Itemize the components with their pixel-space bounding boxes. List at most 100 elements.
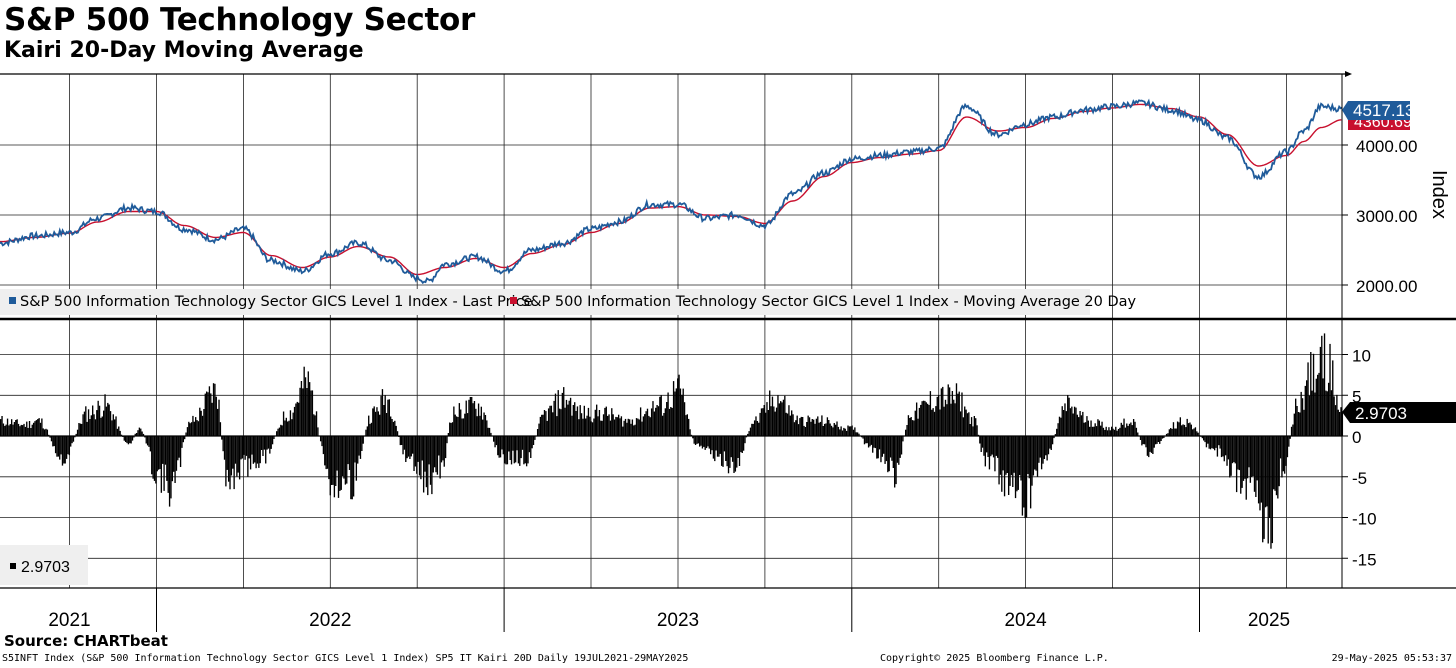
kairi-bar	[836, 421, 838, 436]
kairi-bar	[406, 436, 408, 459]
kairi-bar	[299, 387, 301, 436]
kairi-bar	[760, 408, 763, 436]
kairi-bar	[168, 436, 171, 507]
kairi-bar	[1035, 436, 1037, 471]
axis-arrow-icon	[1345, 71, 1352, 77]
kairi-bar	[229, 436, 231, 490]
kairi-bar	[137, 430, 139, 436]
kairi-bar	[1113, 429, 1116, 436]
kairi-bar	[116, 428, 119, 436]
kairi-bar	[602, 414, 605, 436]
legend-label-price: S&P 500 Information Technology Sector GI…	[20, 294, 533, 310]
kairi-bar	[939, 409, 941, 436]
kairi-bar	[738, 436, 741, 466]
kairi-bar	[984, 436, 986, 467]
kairi-bar	[1098, 420, 1100, 436]
kairi-bar	[182, 436, 184, 443]
kairi-bar	[498, 436, 500, 458]
kairi-bar	[284, 420, 286, 436]
kairi-bar	[796, 415, 798, 436]
kairi-bar	[1297, 412, 1300, 436]
kairi-bar	[31, 424, 33, 436]
kairi-bar	[884, 436, 886, 464]
legend-background	[0, 289, 1090, 315]
kairi-bar	[920, 404, 922, 436]
kairi-bar	[605, 406, 607, 436]
kairi-bar	[955, 383, 958, 436]
kairi-bar	[513, 436, 515, 464]
kairi-bar	[1325, 390, 1327, 436]
kairi-bar	[300, 381, 303, 436]
kairi-bar	[999, 436, 1002, 475]
kairi-bar	[1270, 436, 1272, 549]
kairi-bar	[1246, 436, 1249, 479]
kairi-bar	[140, 428, 142, 436]
kairi-bar	[1146, 436, 1149, 456]
kairi-bar	[620, 416, 623, 436]
lower-legend-swatch	[10, 563, 16, 569]
kairi-bar	[634, 424, 636, 436]
kairi-bar	[308, 382, 311, 436]
kairi-bar	[1205, 436, 1208, 448]
kairi-bar	[255, 436, 257, 469]
kairi-bar	[1131, 425, 1133, 436]
kairi-bar	[622, 426, 624, 436]
kairi-bar	[775, 407, 778, 436]
kairi-bar	[1212, 436, 1214, 449]
kairi-bar	[646, 408, 649, 436]
kairi-bar	[719, 436, 721, 454]
kairi-bar	[1164, 436, 1166, 437]
kairi-bar	[755, 416, 757, 436]
kairi-bar	[918, 407, 921, 436]
kairi-bar	[839, 429, 841, 436]
kairi-bar	[990, 436, 992, 457]
kairi-bar	[910, 417, 912, 436]
kairi-bar	[1042, 436, 1044, 464]
kairi-bar	[1032, 436, 1035, 476]
kairi-bar	[878, 436, 881, 450]
kairi-bar	[289, 410, 292, 436]
kairi-bar	[887, 436, 889, 473]
kairi-bar	[917, 418, 919, 436]
kairi-bar	[1058, 416, 1061, 436]
kairi-bar	[1045, 436, 1047, 456]
kairi-bar	[234, 436, 237, 464]
kairi-bar	[1277, 436, 1279, 499]
kairi-bar	[495, 436, 498, 446]
kairi-bar	[674, 391, 676, 436]
kairi-bar	[731, 436, 734, 462]
kairi-bar	[837, 426, 840, 436]
kairi-bar	[90, 415, 92, 436]
kairi-bar	[144, 436, 146, 438]
kairi-bar	[219, 422, 222, 436]
kairi-bar	[1314, 392, 1316, 436]
kairi-bar	[195, 417, 197, 436]
kairi-bar	[1018, 436, 1021, 476]
kairi-bar	[221, 436, 223, 440]
kairi-bar	[810, 421, 812, 436]
kairi-bar	[256, 436, 259, 464]
kairi-bar	[896, 436, 899, 463]
kairi-bar	[656, 405, 658, 436]
kairi-bar	[552, 412, 554, 436]
kairi-bar	[928, 405, 930, 436]
kairi-bar	[298, 402, 300, 436]
kairi-bar	[326, 436, 329, 469]
kairi-bar	[472, 403, 474, 436]
kairi-bar	[1156, 436, 1158, 444]
kairi-bar	[812, 419, 815, 436]
kairi-bar	[925, 402, 927, 436]
kairi-bar	[457, 417, 459, 436]
kairi-bar	[226, 436, 228, 470]
kairi-bar	[1171, 428, 1173, 436]
kairi-bar	[127, 436, 130, 445]
kairi-bar	[1089, 426, 1091, 436]
kairi-bar	[273, 436, 275, 439]
kairi-bar	[1233, 436, 1235, 463]
kairi-bar	[1316, 374, 1319, 436]
kairi-bar	[1222, 436, 1224, 457]
kairi-bar	[655, 407, 657, 436]
kairi-bar	[1148, 436, 1150, 458]
kairi-bar	[596, 404, 598, 436]
kairi-bar	[1078, 417, 1080, 436]
